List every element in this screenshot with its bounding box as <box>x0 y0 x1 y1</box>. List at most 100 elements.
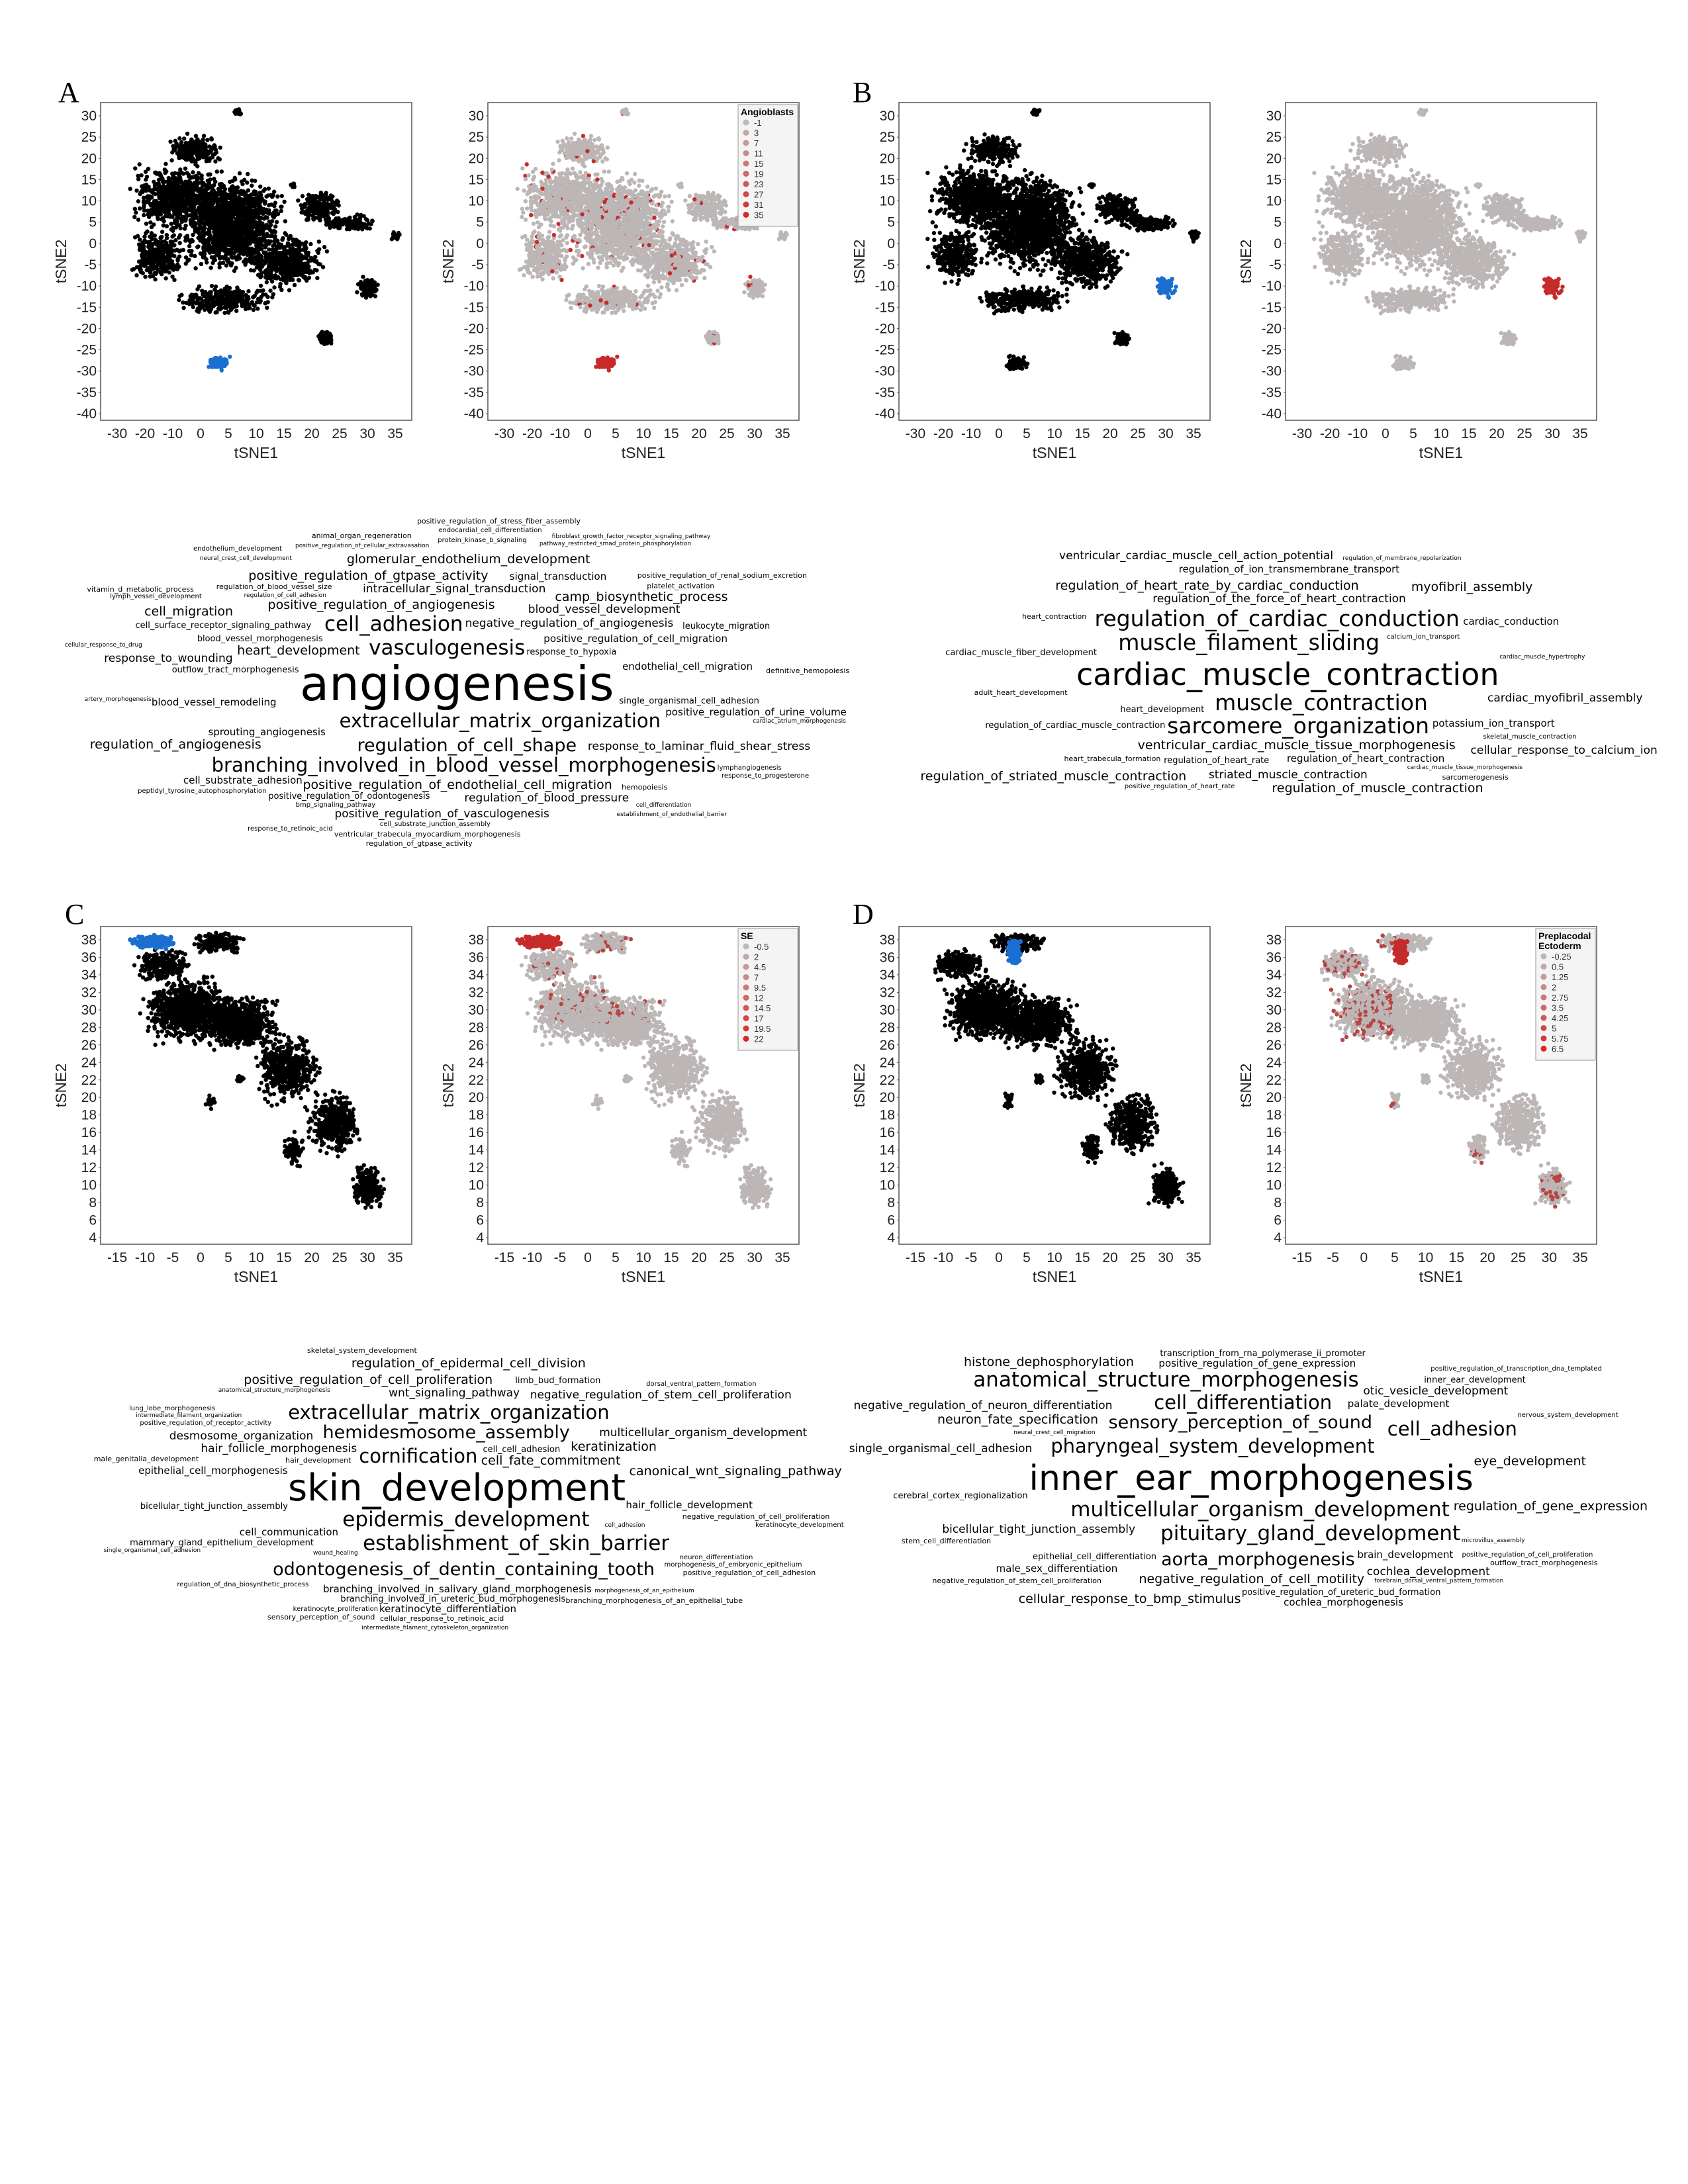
word-cloud-term: cardiac_atrium_morphogenesis <box>753 718 846 725</box>
word-cloud-term: positive_regulation_of_renal_sodium_excr… <box>637 572 807 579</box>
word-cloud-term: regulation_of_gene_expression <box>1454 1500 1648 1513</box>
y-tick-label: 18 <box>1266 1108 1282 1123</box>
x-tick-label: -10 <box>1348 426 1368 441</box>
x-tick-label: 10 <box>1047 426 1062 441</box>
x-axis-label: tSNE1 <box>622 444 665 461</box>
legend-swatch <box>743 1015 749 1021</box>
word-cloud-term: regulation_of_heart_rate <box>1164 756 1269 765</box>
word-cloud-term: positive_regulation_of_cell_proliferatio… <box>1462 1552 1593 1559</box>
y-tick-label: 10 <box>81 194 97 209</box>
word-cloud-term: outflow_tract_morphogenesis <box>1490 1559 1597 1567</box>
y-tick-label: 34 <box>469 968 485 983</box>
word-cloud-term: keratinocyte_development <box>755 1522 843 1529</box>
word-cloud-term: pharyngeal_system_development <box>1051 1437 1374 1456</box>
y-tick-label: 8 <box>89 1195 97 1210</box>
legend-entry: 1.25 <box>1552 972 1568 982</box>
x-tick-label: 30 <box>1544 426 1560 441</box>
panel-label-c: C <box>65 900 84 929</box>
y-tick-label: 32 <box>1266 985 1282 1000</box>
word-cloud-term: cardiac_muscle_contraction <box>1076 659 1499 690</box>
x-tick-label: -20 <box>1320 426 1340 441</box>
y-tick-label: -5 <box>882 257 895 273</box>
x-tick-label: -5 <box>167 1250 179 1265</box>
word-cloud-term: male_sex_differentiation <box>996 1564 1118 1574</box>
x-tick-label: -15 <box>906 1250 925 1265</box>
y-tick-label: 24 <box>469 1055 485 1070</box>
x-tick-label: -15 <box>494 1250 514 1265</box>
x-tick-label: -15 <box>1292 1250 1312 1265</box>
word-cloud-term: regulation_of_cell_adhesion <box>244 592 326 599</box>
y-tick-label: -30 <box>464 364 484 379</box>
word-cloud-term: regulation_of_cardiac_conduction <box>1095 608 1460 629</box>
legend-entry: 6.5 <box>1552 1044 1564 1054</box>
word-cloud-term: palate_development <box>1348 1399 1450 1409</box>
legend-swatch <box>743 150 749 156</box>
x-axis-label: tSNE1 <box>1033 1268 1076 1285</box>
y-tick-label: 22 <box>81 1073 97 1088</box>
x-tick-label: 15 <box>1074 426 1090 441</box>
x-tick-label: 10 <box>1047 1250 1062 1265</box>
word-cloud-term: regulation_of_blood_vessel_size <box>216 583 332 590</box>
y-tick-label: 0 <box>1274 236 1282 251</box>
word-cloud-c: skin_development epidermis_development cor… <box>63 1343 851 1635</box>
word-cloud-term: canonical_wnt_signaling_pathway <box>630 1465 842 1478</box>
y-tick-label: 30 <box>880 1003 895 1018</box>
x-axis-label: tSNE1 <box>234 444 278 461</box>
x-tick-label: -5 <box>554 1250 567 1265</box>
y-tick-label: 20 <box>469 151 484 166</box>
x-tick-label: 0 <box>197 426 205 441</box>
word-cloud-term: cell_migration <box>144 606 233 618</box>
y-tick-label: 8 <box>887 1195 895 1210</box>
word-cloud-term: positive_regulation_of_cellular_extravas… <box>295 543 429 549</box>
word-cloud-term: cell_surface_receptor_signaling_pathway <box>135 621 311 630</box>
word-cloud-a: angiogenesis vasculogenesis extracellular_… <box>63 510 851 860</box>
tsne-plot-d-preplacodal: 38 36 34 32 30 28 26 24 22 20 18 16 14 12 10 8 6 4 -15 -5 0 5… <box>1233 917 1603 1314</box>
word-cloud-term: negative_regulation_of_cell_proliferatio… <box>682 1513 830 1520</box>
y-tick-label: -15 <box>875 300 895 315</box>
word-cloud-term: cardiac_muscle_tissue_morphogenesis <box>1407 765 1523 771</box>
point-layer <box>933 932 1186 1209</box>
x-tick-label: -30 <box>906 426 925 441</box>
tsne-plot-c-se: 38 36 34 32 30 28 26 24 22 20 18 16 14 12 10 8 6 4 -15 -10-… <box>435 917 806 1314</box>
word-cloud-term: response_to_progesterone <box>722 773 809 780</box>
legend-swatch <box>743 171 749 177</box>
legend-entry: 0.5 <box>1552 962 1564 972</box>
word-cloud-term: animal_organ_regeneration <box>312 532 412 539</box>
x-tick-label: 25 <box>332 1250 347 1265</box>
y-tick-label: 8 <box>1274 1195 1282 1210</box>
word-cloud-term: single_organismal_cell_adhesion <box>849 1443 1033 1455</box>
y-tick-label: 26 <box>1266 1038 1282 1053</box>
word-cloud-term: signal_transduction <box>510 572 606 582</box>
word-cloud-term: pituitary_gland_development <box>1160 1524 1460 1544</box>
word-cloud-term: epidermis_development <box>342 1510 589 1530</box>
x-tick-label: 30 <box>1158 426 1173 441</box>
y-tick-label: 36 <box>1266 950 1282 965</box>
legend-entry: 11 <box>754 149 763 159</box>
x-tick-label: 30 <box>747 426 762 441</box>
word-cloud-term: platelet_activation <box>647 582 714 590</box>
x-tick-label: -10 <box>135 1250 155 1265</box>
x-tick-label: 5 <box>1391 1250 1399 1265</box>
legend-swatch <box>743 1036 749 1042</box>
word-cloud-term: ventricular_cardiac_muscle_cell_action_p… <box>1059 550 1333 562</box>
y-tick-label: 22 <box>880 1073 895 1088</box>
legend-entry: 7 <box>754 138 759 148</box>
word-cloud-term: positive_regulation_of_angiogenesis <box>268 599 495 612</box>
legend-entry: 3.5 <box>1552 1003 1564 1013</box>
x-tick-label: 35 <box>1572 426 1587 441</box>
y-tick-label: -35 <box>875 385 895 400</box>
y-tick-label: -35 <box>77 385 97 400</box>
word-cloud-term: regulation_of_striated_muscle_contractio… <box>920 770 1186 783</box>
legend-swatch <box>1540 984 1547 990</box>
y-tick-label: -25 <box>1262 343 1282 358</box>
word-cloud-term: extracellular_matrix_organization <box>340 711 661 731</box>
x-tick-label: 15 <box>1461 426 1476 441</box>
legend-swatch <box>1540 1046 1547 1052</box>
legend-swatch <box>1540 964 1547 970</box>
y-tick-label: 12 <box>81 1160 97 1175</box>
legend-swatch <box>743 964 749 970</box>
x-tick-label: -5 <box>1327 1250 1339 1265</box>
word-cloud-term: cellular_response_to_drug <box>65 642 142 649</box>
y-tick-label: 0 <box>476 236 484 251</box>
